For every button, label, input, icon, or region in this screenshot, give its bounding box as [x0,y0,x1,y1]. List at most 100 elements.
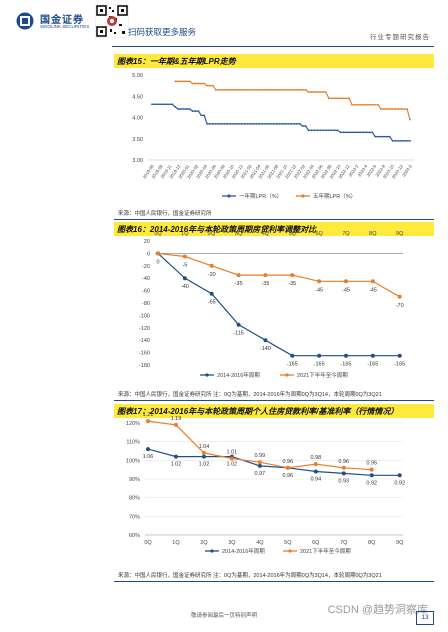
data-point [310,91,313,93]
data-label: 0.95 [366,461,377,467]
series-line [157,252,400,357]
data-point [236,273,241,278]
data-label: 1.21 [143,412,154,418]
data-point [371,103,374,106]
chart-15-source: 来源：中国人民银行，国金证券研究所 [118,211,212,217]
data-point [369,473,374,478]
data-point [290,122,293,125]
data-label: 1.02 [227,462,238,468]
data-point [243,88,246,91]
x-tick-label: 9Q [396,540,404,546]
data-point [319,91,322,93]
data-point [146,419,150,424]
data-label: 1.06 [143,454,154,460]
chart-16-title-bar: 图表16：2014-2016年与本轮政策周期房贷利率调整对比 [114,222,434,236]
y-tick-label: 110% [126,440,140,446]
data-point [232,122,235,125]
y-tick-label: 5.00 [132,73,143,79]
data-point [182,254,187,259]
data-point [385,108,388,110]
data-label: -165 [367,362,378,368]
data-point [359,131,362,134]
data-point [406,139,409,142]
data-point [185,80,188,83]
data-point [341,465,346,470]
data-point [226,88,229,91]
data-point [194,110,197,113]
data-point [153,103,156,106]
y-tick-label: -120 [139,326,150,332]
data-point [368,131,371,134]
legend-marker [301,194,305,198]
header-rule [112,46,434,47]
chart-16-title: 图表16：2014-2016年与本轮政策周期房贷利率调整对比 [117,225,317,234]
data-label: -20 [208,272,216,278]
data-label: 1.19 [171,416,182,422]
data-point [330,129,333,132]
data-point [317,279,322,284]
data-point [174,105,177,108]
data-point [173,422,178,427]
data-point [203,82,206,85]
data-point [226,122,229,125]
data-point [177,80,179,83]
x-tick-label: 4Q [262,231,270,237]
chart-15-title: 图表15：一年期&五年期LPR走势 [117,57,236,66]
y-tick-label: 80% [129,496,140,502]
legend-label: 五年期LPR（%） [313,192,356,200]
data-point [343,279,348,284]
legend-marker [210,549,214,553]
legend-marker [205,373,209,377]
data-point [359,103,362,106]
data-label: -165 [287,362,298,368]
data-point [394,139,397,142]
data-point [336,129,339,132]
data-point [397,473,402,478]
data-point [377,135,380,138]
data-point [269,88,272,91]
data-point [220,88,223,91]
data-point [214,122,217,125]
legend-marker [285,373,289,377]
legend-label: 2014-2016年周期 [217,371,260,379]
data-point [188,108,191,110]
y-tick-label: -40 [142,276,150,282]
data-point [243,122,246,125]
data-point [174,80,177,83]
data-point [293,122,295,125]
y-tick-label: -180 [139,363,150,369]
y-tick-label: 20 [144,239,150,245]
data-label: -165 [340,362,351,368]
data-point [168,103,171,106]
data-point [201,450,206,455]
scan-qr-text: 扫码获取更多服务 [128,27,197,37]
data-label: -45 [315,287,323,293]
data-point [293,88,295,91]
data-point [397,294,402,299]
data-label: -35 [288,281,296,287]
data-point [263,338,268,343]
data-point [342,131,345,134]
data-point [209,122,211,125]
data-point [203,114,206,117]
data-point [333,129,336,132]
page-number: 13 [416,611,434,625]
data-point [180,80,182,83]
x-tick-label: 2Q [200,540,208,546]
data-point [316,129,319,132]
data-point [313,129,316,132]
data-point [310,129,313,132]
data-point [409,118,411,121]
data-point [354,103,356,106]
data-point [209,291,214,296]
data-label: 0.96 [338,459,349,465]
data-label: -45 [369,287,377,293]
data-point [159,103,162,106]
data-point [400,139,403,142]
data-point [235,122,237,125]
data-label: 0.96 [282,459,293,465]
data-point [383,135,385,138]
data-point [209,84,211,87]
data-label: 0.98 [310,455,321,461]
